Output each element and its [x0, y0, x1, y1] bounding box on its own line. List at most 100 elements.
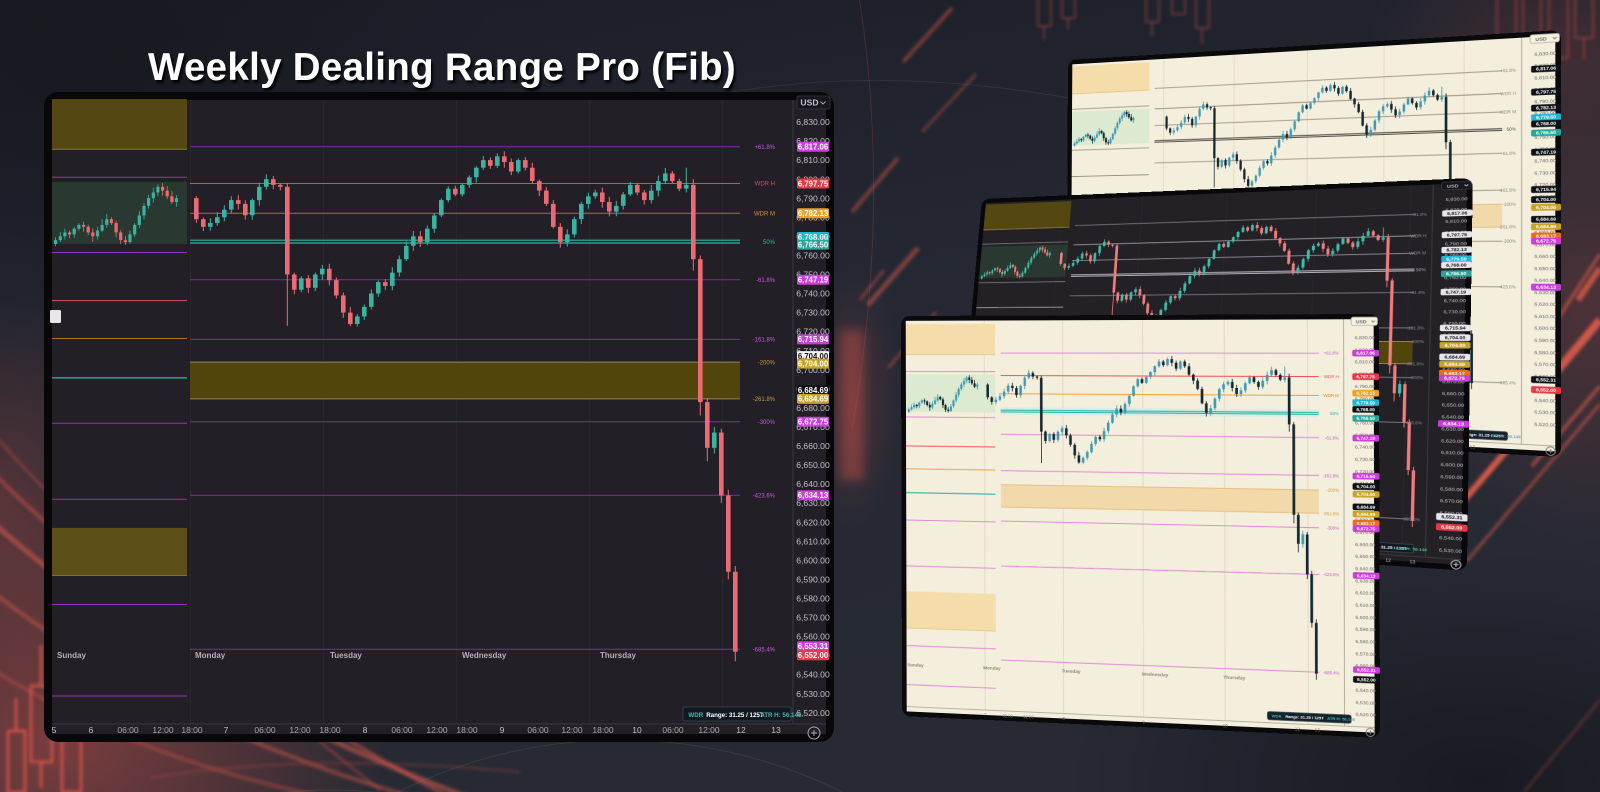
svg-text:6,530.00: 6,530.00: [1356, 700, 1377, 706]
svg-text:6,552.00: 6,552.00: [798, 651, 829, 660]
svg-text:6,700.00: 6,700.00: [1443, 343, 1466, 349]
svg-text:6,650.00: 6,650.00: [1355, 554, 1376, 560]
svg-text:6,560.00: 6,560.00: [796, 632, 830, 642]
svg-text:6,768.00: 6,768.00: [1446, 263, 1466, 268]
svg-text:06:00: 06:00: [662, 725, 684, 735]
svg-text:6,817.06: 6,817.06: [798, 143, 829, 152]
svg-text:6,560.00: 6,560.00: [1534, 373, 1557, 380]
svg-text:-423.6%: -423.6%: [753, 493, 776, 499]
svg-text:6,810.00: 6,810.00: [1445, 218, 1468, 225]
svg-text:USD: USD: [1535, 36, 1547, 43]
svg-text:Range: 31.25 / 125T: Range: 31.25 / 125T: [706, 712, 764, 719]
svg-text:6,747.19: 6,747.19: [1536, 149, 1557, 156]
svg-text:6,760.00: 6,760.00: [1534, 133, 1557, 140]
svg-text:6,770.00: 6,770.00: [1444, 263, 1467, 269]
svg-text:6,720.00: 6,720.00: [1443, 320, 1466, 326]
svg-text:-200%: -200%: [758, 360, 776, 366]
svg-text:WDR M: WDR M: [1323, 393, 1339, 398]
svg-text:6,747.19: 6,747.19: [1446, 290, 1467, 295]
svg-text:6,768.00: 6,768.00: [1356, 407, 1375, 413]
svg-text:-200%: -200%: [1502, 202, 1516, 207]
svg-text:12:00: 12:00: [561, 725, 583, 735]
svg-text:6,797.75: 6,797.75: [798, 179, 829, 188]
svg-text:6,760.00: 6,760.00: [796, 251, 830, 261]
svg-text:50%: 50%: [1330, 411, 1339, 416]
svg-text:6,570.00: 6,570.00: [796, 613, 830, 623]
svg-text:6,620.00: 6,620.00: [1441, 437, 1465, 444]
svg-text:6,740.00: 6,740.00: [796, 289, 830, 299]
svg-text:USD: USD: [1356, 319, 1367, 324]
svg-text:6,552.00: 6,552.00: [1536, 387, 1557, 394]
svg-text:6,580.00: 6,580.00: [796, 594, 830, 604]
svg-text:6,610.00: 6,610.00: [1534, 313, 1557, 319]
svg-text:6,704.00: 6,704.00: [1445, 343, 1466, 348]
svg-text:-161.8%: -161.8%: [1499, 188, 1517, 193]
svg-text:9: 9: [500, 725, 505, 735]
svg-text:6,630.00: 6,630.00: [796, 498, 830, 508]
svg-text:6,580.00: 6,580.00: [1534, 349, 1557, 356]
svg-text:6,817.06: 6,817.06: [1447, 211, 1467, 216]
svg-text:+61.8%: +61.8%: [1500, 68, 1517, 74]
svg-text:-261.8%: -261.8%: [1405, 362, 1424, 367]
svg-text:6,780.00: 6,780.00: [1355, 396, 1376, 401]
svg-text:6,660.00: 6,660.00: [1534, 253, 1557, 259]
svg-text:6,690.00: 6,690.00: [1534, 217, 1557, 223]
svg-text:18:00: 18:00: [181, 725, 203, 735]
svg-text:6,672.75: 6,672.75: [1357, 526, 1376, 532]
svg-text:6,710.00: 6,710.00: [1534, 193, 1557, 199]
svg-text:Range: 31.25 / 125T: Range: 31.25 / 125T: [1364, 544, 1409, 552]
svg-text:6,560.00: 6,560.00: [1440, 509, 1464, 517]
svg-text:6,800.00: 6,800.00: [1445, 229, 1468, 235]
svg-text:WDR: WDR: [1272, 714, 1282, 719]
svg-text:6,553.31: 6,553.31: [798, 642, 829, 651]
svg-text:12:00: 12:00: [289, 725, 311, 735]
svg-text:-685.4%: -685.4%: [1323, 670, 1340, 676]
svg-text:6,672.75: 6,672.75: [1536, 238, 1557, 244]
svg-text:6,680.00: 6,680.00: [1534, 229, 1557, 235]
svg-text:WDR M: WDR M: [1500, 109, 1516, 114]
svg-text:6,610.00: 6,610.00: [796, 536, 830, 546]
svg-text:-200%: -200%: [1410, 340, 1425, 345]
svg-text:Monday: Monday: [983, 665, 1001, 671]
svg-text:WDR H: WDR H: [1500, 91, 1516, 96]
svg-text:13: 13: [1409, 559, 1415, 564]
svg-text:6,620.00: 6,620.00: [796, 517, 830, 527]
svg-text:-300%: -300%: [1502, 239, 1516, 244]
svg-text:50%: 50%: [763, 240, 776, 246]
svg-text:-423.6%: -423.6%: [1498, 285, 1516, 290]
svg-text:-200%: -200%: [1326, 487, 1339, 493]
svg-text:6,640.00: 6,640.00: [1355, 566, 1376, 572]
svg-text:6,779.50: 6,779.50: [1536, 114, 1557, 121]
svg-text:6,710.00: 6,710.00: [796, 346, 830, 356]
svg-text:6,683.17: 6,683.17: [1536, 233, 1557, 239]
svg-text:6,820.00: 6,820.00: [1534, 62, 1556, 69]
svg-text:6,797.75: 6,797.75: [1356, 374, 1375, 379]
svg-text:6,640.00: 6,640.00: [1534, 277, 1557, 283]
svg-text:06:00: 06:00: [1002, 713, 1013, 719]
svg-text:12:00: 12:00: [698, 725, 720, 735]
svg-text:12: 12: [1295, 726, 1301, 732]
svg-text:-423.6%: -423.6%: [1323, 572, 1340, 578]
svg-text:6,540.00: 6,540.00: [796, 670, 830, 680]
svg-text:6,817.06: 6,817.06: [1356, 351, 1375, 356]
svg-text:6,660.00: 6,660.00: [1442, 390, 1466, 397]
svg-text:6,672.75: 6,672.75: [798, 418, 829, 427]
svg-text:6,720.00: 6,720.00: [1534, 181, 1557, 187]
svg-text:6,715.94: 6,715.94: [1357, 473, 1376, 479]
svg-text:6,560.00: 6,560.00: [1356, 663, 1377, 669]
svg-text:6,830.00: 6,830.00: [1355, 335, 1376, 340]
svg-text:6,634.13: 6,634.13: [1357, 573, 1376, 579]
svg-text:6,750.00: 6,750.00: [1355, 432, 1376, 438]
svg-text:6,700.00: 6,700.00: [796, 365, 830, 375]
svg-text:6,600.00: 6,600.00: [796, 555, 830, 565]
svg-text:12: 12: [1385, 558, 1391, 563]
svg-text:13: 13: [771, 725, 781, 735]
svg-text:-261.8%: -261.8%: [753, 397, 776, 403]
svg-text:-261.8%: -261.8%: [1323, 511, 1340, 517]
svg-text:6,530.00: 6,530.00: [1439, 546, 1463, 554]
svg-text:-161.8%: -161.8%: [753, 338, 776, 344]
svg-text:6,760.00: 6,760.00: [1355, 420, 1376, 426]
svg-text:Monday: Monday: [195, 651, 226, 660]
svg-text:06:00: 06:00: [391, 725, 413, 735]
svg-text:Sunday: Sunday: [57, 651, 86, 660]
